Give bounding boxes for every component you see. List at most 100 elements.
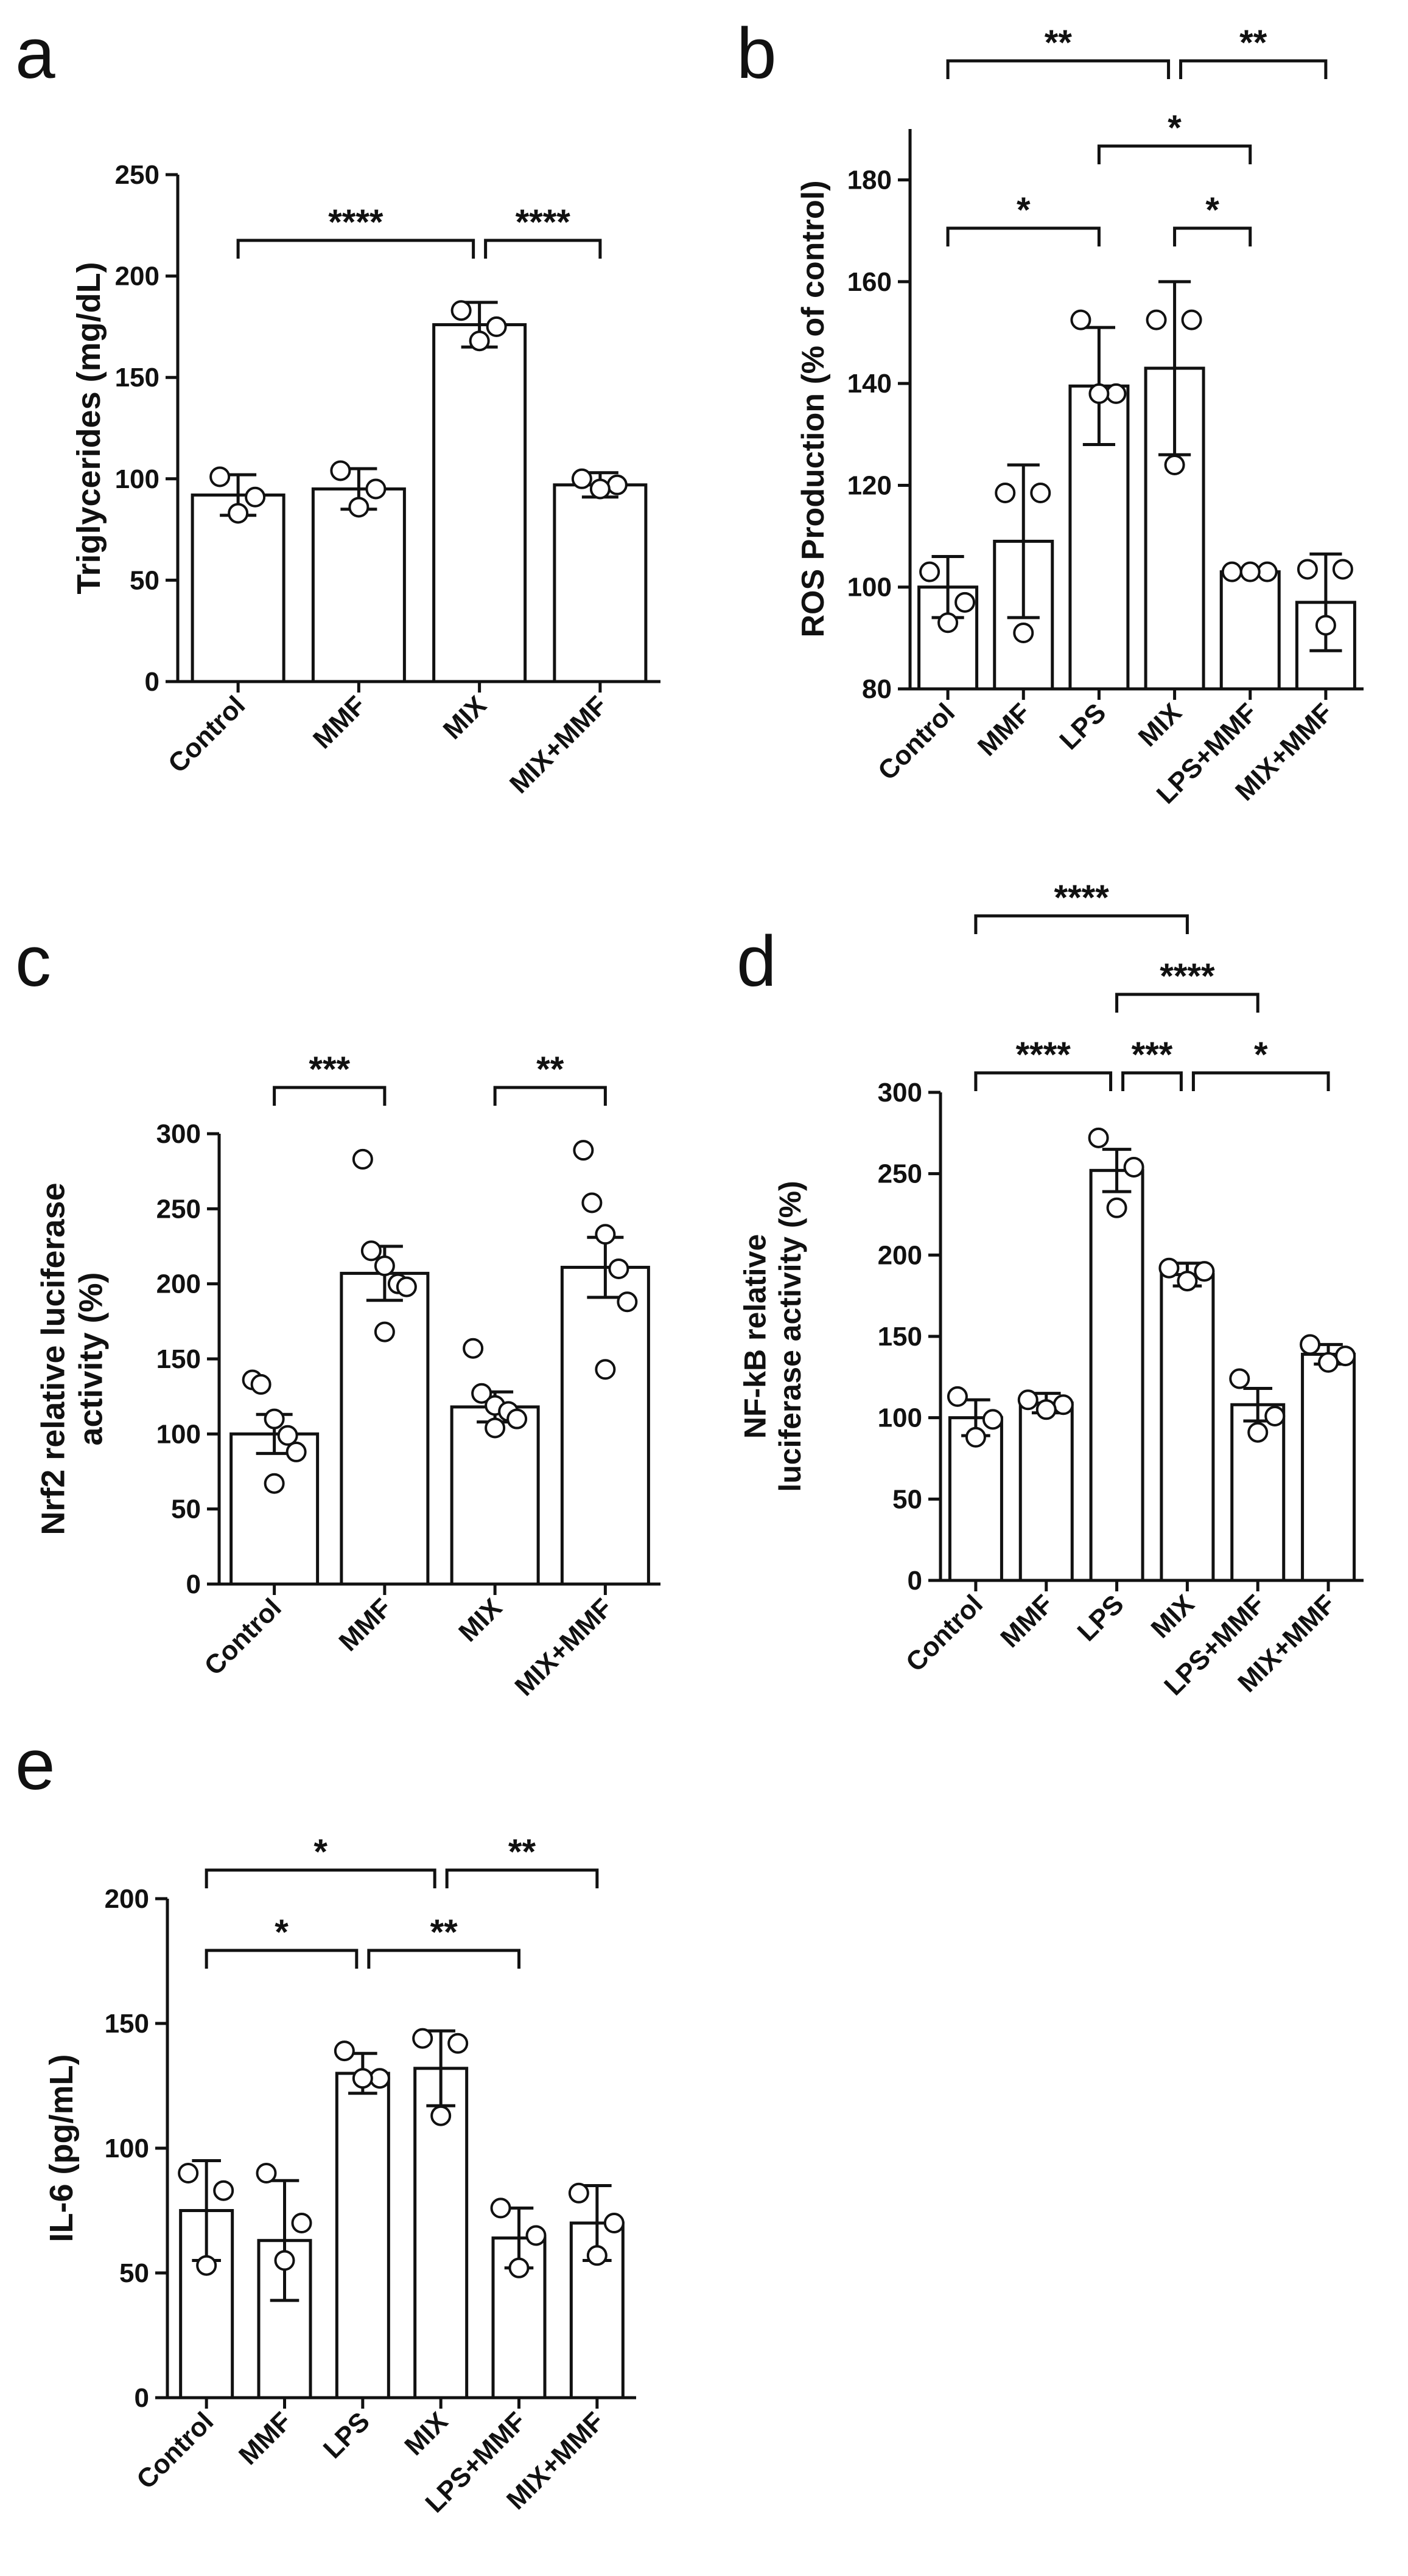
y-axis-label-line: Nrf2 relative luciferase <box>35 1182 71 1535</box>
data-point <box>485 1417 506 1439</box>
y-tick-label: 100 <box>115 464 159 494</box>
data-point <box>374 1255 395 1277</box>
significance-label: * <box>1205 190 1219 230</box>
data-point <box>1017 1389 1038 1411</box>
significance-bracket <box>974 914 1189 934</box>
significance-label: *** <box>1132 1035 1173 1075</box>
x-tick-label: MIX+MMF <box>504 690 613 799</box>
data-point <box>209 466 231 487</box>
data-point <box>228 503 249 524</box>
significance-label: ** <box>536 1050 564 1089</box>
y-tick-label: 0 <box>186 1569 201 1599</box>
panel-letter: a <box>15 13 55 94</box>
significance-label: **** <box>516 203 571 242</box>
y-tick-label: 200 <box>115 262 159 291</box>
y-tick-label: 50 <box>119 2258 149 2288</box>
significance-bracket <box>974 1071 1113 1091</box>
data-point <box>595 1359 616 1380</box>
significance-bracket <box>946 59 1171 79</box>
x-tick-label: MIX <box>399 2406 454 2461</box>
significance-bracket <box>445 1868 599 1888</box>
significance-label: ** <box>508 1832 536 1872</box>
significance-label: ** <box>1239 23 1267 63</box>
significance-label: * <box>1168 108 1182 148</box>
data-point <box>508 2257 530 2278</box>
bar <box>1219 570 1281 691</box>
y-axis-label-line: IL-6 (pg/mL) <box>43 2054 80 2243</box>
data-point <box>586 2245 608 2266</box>
data-point <box>447 2033 469 2054</box>
data-point <box>412 2028 433 2049</box>
y-tick-label: 50 <box>892 1484 922 1514</box>
significance-label: ** <box>1045 23 1073 63</box>
significance-label: **** <box>328 203 384 242</box>
y-tick-label: 250 <box>156 1194 201 1224</box>
bar <box>1018 1401 1074 1582</box>
data-point <box>1146 309 1167 330</box>
data-point <box>606 474 628 495</box>
y-tick-label: 180 <box>847 166 892 195</box>
data-point <box>330 460 351 481</box>
data-point <box>291 2213 312 2233</box>
x-tick-label: MMF <box>307 690 371 754</box>
data-point <box>245 486 266 508</box>
data-point <box>525 2225 547 2246</box>
x-tick-label: LPS <box>1054 697 1112 755</box>
data-point <box>919 561 940 582</box>
y-tick-label: 300 <box>156 1119 201 1149</box>
data-point <box>250 1374 271 1395</box>
x-tick-label: MIX <box>1146 1589 1200 1644</box>
data-point <box>277 1425 298 1446</box>
y-tick-label: 150 <box>878 1322 922 1352</box>
data-point <box>1158 1257 1180 1279</box>
x-tick-label: MIX <box>1133 697 1188 752</box>
x-tick-label: MMF <box>233 2406 297 2470</box>
data-point <box>1194 1261 1215 1282</box>
y-tick-label: 200 <box>878 1240 922 1270</box>
y-tick-label: 300 <box>878 1078 922 1108</box>
significance-bracket <box>1121 1071 1183 1091</box>
panel-c: c Nrf2 relative luciferaseactivity (%) 0 50… <box>15 921 660 1702</box>
data-point <box>450 300 472 321</box>
bar <box>1301 1352 1356 1582</box>
significance-label: * <box>1254 1035 1268 1075</box>
bar <box>1089 1168 1144 1582</box>
significance-bracket <box>1115 993 1259 1013</box>
data-point <box>285 1441 307 1462</box>
y-axis-label: IL-6 (pg/mL) <box>43 2054 80 2243</box>
y-axis-label: NF-kB relativeluciferase activity (%) <box>738 1181 808 1492</box>
y-tick-label: 200 <box>156 1269 201 1299</box>
x-tick-label: Control <box>872 697 961 786</box>
bar <box>311 487 406 683</box>
bar <box>553 483 648 683</box>
data-point <box>334 2040 355 2062</box>
x-tick-label: LPS <box>1071 1589 1129 1647</box>
y-tick-label: 150 <box>115 363 159 393</box>
panel-b: b ROS Production (% of control) 80 100 120 14… <box>737 13 1364 810</box>
data-point <box>954 592 976 613</box>
x-tick-label: Control <box>198 1593 287 1681</box>
significance-label: **** <box>1016 1035 1071 1075</box>
data-point <box>1088 1127 1109 1148</box>
data-point <box>1052 1394 1074 1415</box>
y-axis-label: Triglycerides (mg/dL) <box>71 262 107 594</box>
x-tick-label: MMF <box>333 1593 397 1656</box>
y-tick-label: 160 <box>847 267 892 297</box>
data-point <box>369 2068 390 2089</box>
data-point <box>1035 1399 1057 1420</box>
data-point <box>396 1276 417 1297</box>
data-point <box>1315 615 1336 636</box>
data-point <box>937 612 959 634</box>
panel-letter: e <box>15 1725 55 1805</box>
y-tick-label: 100 <box>878 1403 922 1433</box>
significance-bracket <box>1173 226 1252 246</box>
data-point <box>589 478 611 500</box>
data-point <box>1177 1271 1198 1292</box>
panel-a: a Triglycerides (mg/dL) 0 50 100 150 200 250 Con… <box>15 13 660 799</box>
bar <box>340 1271 430 1586</box>
x-tick-label: Control <box>900 1589 989 1677</box>
data-point <box>352 2068 373 2089</box>
data-point <box>365 478 387 500</box>
significance-bracket <box>1191 1071 1330 1091</box>
